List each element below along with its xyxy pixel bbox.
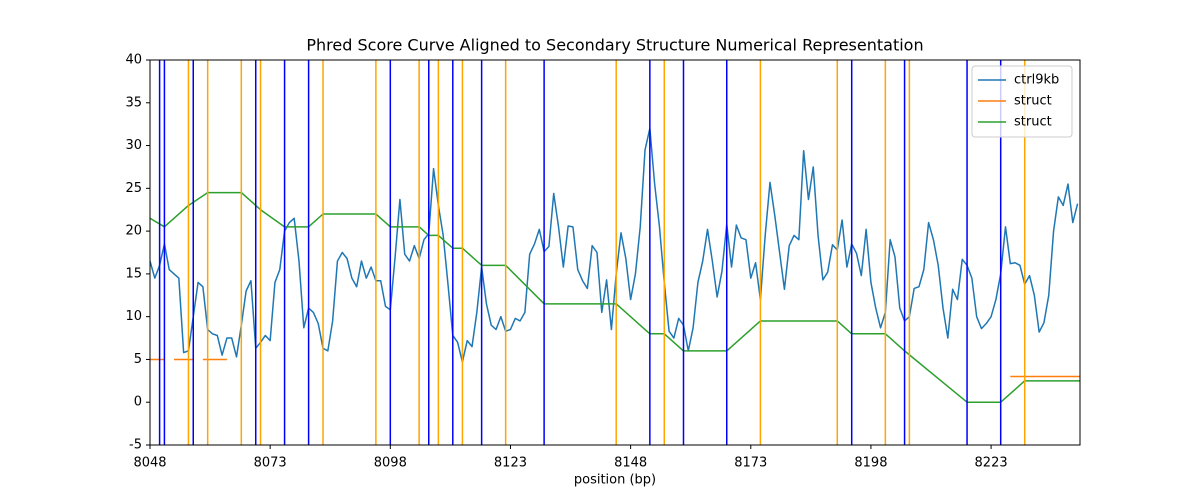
axes: 8048 8073 8098 8123 8148 8173 8198 8223 -5 0 5 10 15… — [125, 53, 1081, 471]
x-tick-label: 8148 — [614, 456, 647, 471]
y-tick-label: 35 — [125, 95, 142, 110]
plot-area — [150, 60, 1080, 445]
legend: ctrl9kb struct struct — [971, 65, 1073, 138]
y-tick-label: 25 — [125, 181, 142, 196]
legend-label: struct — [1014, 94, 1052, 109]
data-line — [150, 191, 1080, 403]
y-tick-label: 30 — [125, 138, 142, 153]
y-tick-label: -5 — [129, 438, 142, 453]
x-tick-label: 8123 — [494, 456, 527, 471]
y-tick-label: 5 — [134, 352, 142, 367]
x-tick-label: 8173 — [734, 456, 767, 471]
y-tick-label: 40 — [125, 53, 142, 68]
y-tick-label: 20 — [125, 224, 142, 239]
data-line — [150, 127, 1079, 363]
x-tick-label: 8073 — [254, 456, 287, 471]
legend-label: struct — [1014, 115, 1052, 130]
x-tick-label: 8223 — [975, 456, 1008, 471]
legend-label: ctrl9kb — [1014, 73, 1059, 88]
x-tick-label: 8198 — [854, 456, 887, 471]
plot-frame — [149, 59, 1081, 446]
x-tick-label: 8098 — [374, 456, 407, 471]
y-tick-label: 0 — [134, 395, 142, 410]
data-line — [150, 358, 1080, 378]
y-tick-label: 10 — [125, 309, 142, 324]
legend-box — [971, 65, 1073, 138]
chart-title: Phred Score Curve Aligned to Secondary S… — [306, 36, 923, 55]
x-tick-label: 8048 — [133, 456, 166, 471]
y-tick-label: 15 — [125, 266, 142, 281]
x-axis-label: position (bp) — [574, 473, 656, 488]
